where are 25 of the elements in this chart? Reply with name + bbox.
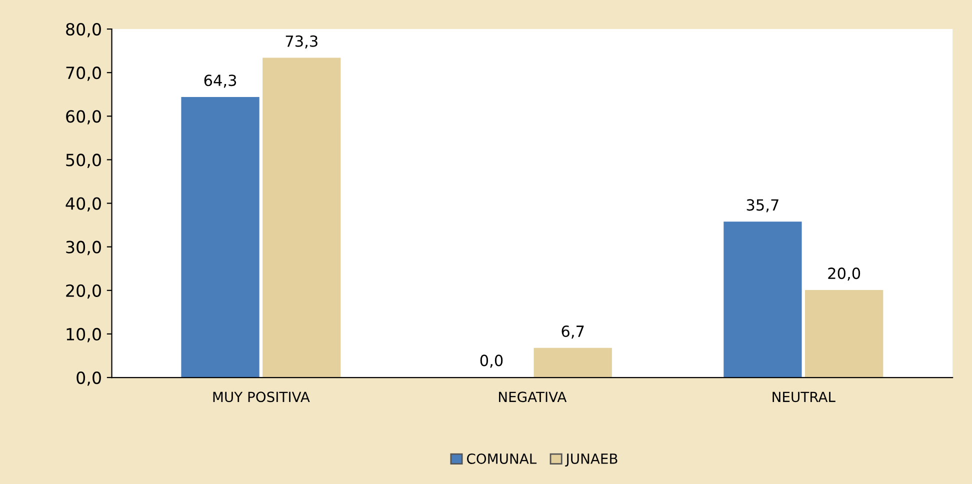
y-tick-label: 70,0 xyxy=(66,66,101,81)
y-tick-label: 50,0 xyxy=(66,154,101,168)
bar xyxy=(534,348,612,378)
x-tick-label: NEGATIVA xyxy=(499,392,567,402)
data-label: 20,0 xyxy=(828,268,860,281)
data-label: 64,3 xyxy=(204,74,236,88)
x-tick-label: NEUTRAL xyxy=(772,392,836,402)
data-label: 73,3 xyxy=(286,35,318,48)
bar xyxy=(724,222,802,378)
y-tick-label: 60,0 xyxy=(66,110,101,124)
y-tick-label: 40,0 xyxy=(66,197,101,212)
legend-label: JUNAEB xyxy=(565,454,618,467)
data-label: 0,0 xyxy=(480,354,503,368)
data-label: 6,7 xyxy=(562,325,584,339)
x-tick-label: MUY POSITIVA xyxy=(213,392,310,402)
y-tick-label: 80,0 xyxy=(66,23,101,38)
y-tick-label: 0,0 xyxy=(76,371,101,386)
y-tick-label: 30,0 xyxy=(66,240,101,256)
bar xyxy=(262,58,341,378)
bar xyxy=(805,290,884,378)
data-label: 35,7 xyxy=(746,199,778,212)
legend-label: COMUNAL xyxy=(467,453,537,464)
bar xyxy=(181,97,260,378)
y-tick-label: 10,0 xyxy=(66,328,101,342)
y-tick-label: 20,0 xyxy=(66,284,101,299)
